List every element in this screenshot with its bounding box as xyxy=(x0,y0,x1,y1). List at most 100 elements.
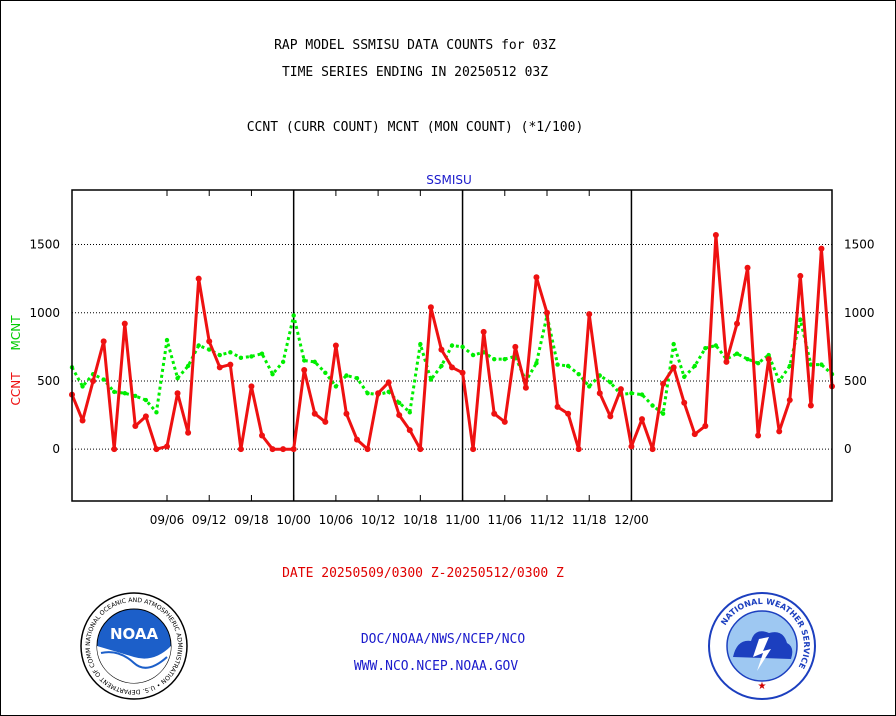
mcnt-point xyxy=(217,352,222,358)
ccnt-point xyxy=(575,446,582,453)
mcnt-point xyxy=(185,363,191,369)
mcnt-point xyxy=(671,341,676,347)
y-tick-label-left: 500 xyxy=(37,374,60,388)
y-tick-label-right: 1500 xyxy=(844,238,875,252)
ccnt-point xyxy=(786,397,793,404)
x-tick-label: 10/00 xyxy=(276,513,311,527)
ccnt-point xyxy=(375,390,382,397)
ccnt-point xyxy=(248,383,255,390)
mcnt-point xyxy=(154,410,159,415)
ccnt-point xyxy=(734,320,740,327)
ccnt-point xyxy=(449,364,455,371)
mcnt-point xyxy=(745,356,750,362)
mcnt-point xyxy=(660,411,666,416)
mcnt-point xyxy=(703,346,708,351)
mcnt-point xyxy=(397,400,402,405)
mcnt-point xyxy=(407,410,412,415)
ccnt-point xyxy=(111,446,118,453)
mcnt-point xyxy=(291,313,296,318)
ccnt-point xyxy=(512,343,519,350)
ccnt-point xyxy=(712,232,719,239)
ccnt-point xyxy=(406,427,413,434)
plot-area-border xyxy=(71,189,833,502)
ccnt-point xyxy=(427,304,434,311)
x-tick-label: 10/12 xyxy=(361,513,396,527)
mcnt-point xyxy=(323,370,328,375)
ccnt-point xyxy=(396,412,403,419)
ccnt-point xyxy=(206,338,213,345)
chart-title-line3: CCNT (CURR COUNT) MCNT (MON COUNT) (*1/1… xyxy=(246,120,584,135)
mcnt-point xyxy=(143,397,149,403)
noaa-logo-text: NOAA xyxy=(110,625,159,643)
chart-title-line1: RAP MODEL SSMISU DATA COUNTS for 03Z xyxy=(274,38,556,53)
mcnt-point xyxy=(449,343,455,348)
y-tick-label-left: 0 xyxy=(52,442,60,456)
mcnt-point xyxy=(354,376,360,381)
ccnt-point xyxy=(132,422,139,429)
y-tick-label-left: 1500 xyxy=(29,238,60,252)
y-tick-label-right: 500 xyxy=(844,374,867,388)
ccnt-point xyxy=(459,369,466,376)
mcnt-point xyxy=(587,384,592,389)
ccnt-point xyxy=(311,410,318,417)
ccnt-point xyxy=(501,418,508,425)
mcnt-point xyxy=(101,377,106,382)
ccnt-point xyxy=(702,422,709,429)
mcnt-point xyxy=(386,389,391,395)
mcnt-point xyxy=(808,362,814,367)
ccnt-point xyxy=(628,443,635,450)
mcnt-point xyxy=(608,380,613,385)
noaa-logo[interactable]: NOAA NATIONAL OCEANIC AND ATMOSPHERIC AD… xyxy=(79,591,189,701)
mcnt-point xyxy=(302,358,307,363)
mcnt-point xyxy=(502,356,507,362)
mcnt-point xyxy=(259,351,265,356)
mcnt-point xyxy=(112,389,117,395)
mcnt-point xyxy=(439,363,444,369)
mcnt-point xyxy=(555,362,560,367)
mcnt-point xyxy=(576,371,581,377)
mcnt-point xyxy=(228,350,233,355)
ccnt-point xyxy=(322,418,329,425)
ccnt-point xyxy=(617,386,624,393)
mcnt-point xyxy=(280,359,286,365)
mcnt-point xyxy=(238,355,244,360)
ccnt-point xyxy=(660,380,667,387)
mcnt-point xyxy=(629,391,634,396)
mcnt-point xyxy=(333,384,339,389)
x-tick-label: 09/18 xyxy=(234,513,269,527)
ccnt-point xyxy=(385,379,392,386)
ccnt-series-line xyxy=(70,233,834,451)
ccnt-point xyxy=(765,356,772,363)
y-tick-label-right: 1000 xyxy=(844,306,875,320)
ccnt-point xyxy=(79,417,86,424)
star-icon: ★ xyxy=(758,681,767,692)
ccnt-point xyxy=(807,402,814,409)
y-axis-label-ccnt: CCNT xyxy=(9,372,23,406)
ccnt-point xyxy=(565,410,572,417)
ccnt-point xyxy=(100,338,107,345)
ccnt-point xyxy=(142,413,149,420)
ccnt-point xyxy=(227,361,234,368)
x-tick-label: 11/00 xyxy=(445,513,480,527)
mcnt-point xyxy=(766,352,771,358)
mcnt-point xyxy=(175,376,180,381)
ccnt-point xyxy=(438,346,445,353)
ccnt-point xyxy=(185,429,192,436)
y-tick-label-left: 1000 xyxy=(29,306,60,320)
ccnt-point xyxy=(195,275,202,282)
chart-subtitle: SSMISU xyxy=(426,173,472,187)
mcnt-point xyxy=(470,352,476,358)
ccnt-point xyxy=(691,431,698,438)
nws-logo[interactable]: NATIONAL WEATHER SERVICE ★ xyxy=(707,591,817,701)
mcnt-point xyxy=(755,361,761,366)
ccnt-point xyxy=(522,384,529,391)
y-axis-label-mcnt: MCNT xyxy=(9,315,23,351)
ccnt-point xyxy=(670,364,677,371)
website-link[interactable]: WWW.NCO.NCEP.NOAA.GOV xyxy=(353,659,519,674)
mcnt-point xyxy=(418,341,423,347)
mcnt-point xyxy=(819,362,824,367)
ccnt-point xyxy=(470,446,477,453)
ccnt-point xyxy=(290,446,297,453)
ccnt-point xyxy=(649,446,656,453)
